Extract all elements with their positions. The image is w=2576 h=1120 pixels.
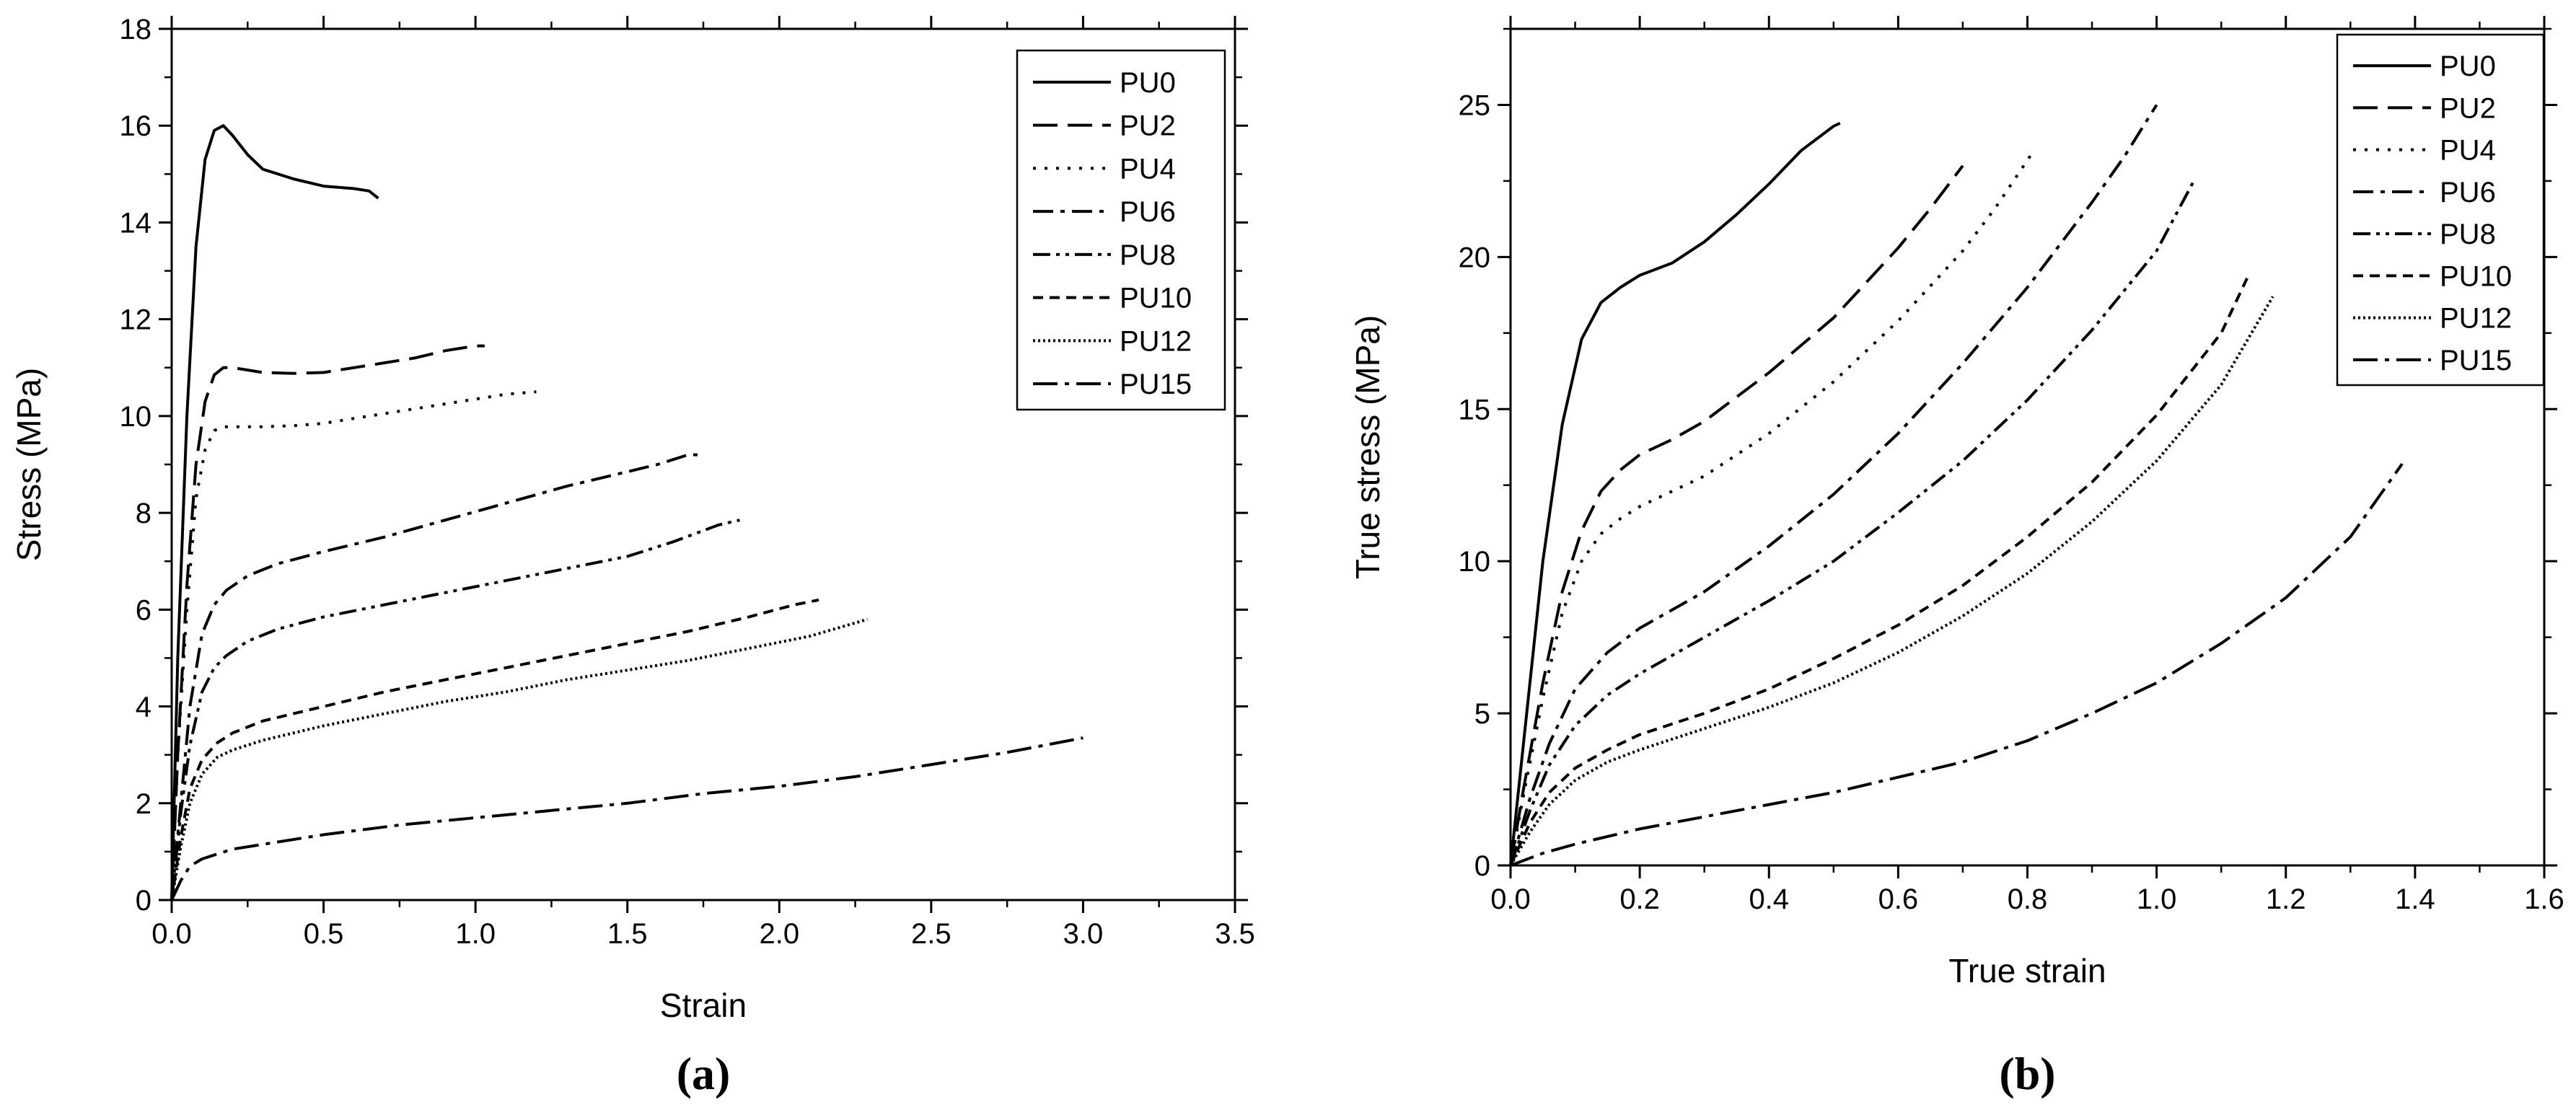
chart-b-x-axis-label: True strain	[1948, 952, 2106, 989]
chart-a-legend-label-pu4: PU4	[1120, 153, 1176, 185]
chart-a-series-pu8	[170, 519, 740, 901]
chart-a: 0.0 0.5 1.0 1.5 2.0 2.5 3.0 3.5 0 2 4 6 8 10 12 14 16 18 S…	[10, 14, 1255, 1099]
chart-b-xtick-label: 0.2	[1619, 883, 1660, 915]
chart-b-xtick-label: 0.6	[1878, 883, 1919, 915]
chart-a-xtick-label: 1.0	[455, 918, 496, 950]
chart-a-ytick-label: 12	[120, 304, 152, 336]
chart-b-legend-label-pu8: PU8	[2440, 219, 2496, 250]
chart-b-ytick-label: 5	[1474, 698, 1490, 730]
chart-b-legend-label-pu15: PU15	[2440, 345, 2512, 376]
chart-a-xtick-label: 0.5	[304, 918, 344, 950]
chart-b-ytick-label: 20	[1459, 242, 1491, 273]
chart-a-x-axis-label: Strain	[660, 987, 747, 1024]
chart-b-ytick-label: 15	[1459, 394, 1491, 425]
chart-a-series-pu0	[170, 124, 379, 901]
chart-b-xtick-label: 0.8	[2008, 883, 2048, 915]
chart-b-series-pu2	[1509, 164, 1964, 866]
chart-a-ytick-label: 16	[120, 110, 152, 142]
chart-b-series-pu6	[1509, 104, 2158, 866]
chart-b-ytick-label: 10	[1459, 546, 1491, 578]
chart-a-legend-label-pu2: PU2	[1120, 110, 1176, 142]
chart-a-ytick-label: 10	[120, 401, 152, 433]
chart-b: 0.0 0.2 0.4 0.6 0.8 1.0 1.2 1.4 1.6 0 5 10 15 20 25 Tru…	[1349, 16, 2564, 1099]
chart-a-xtick-label: 1.5	[607, 918, 648, 950]
chart-a-y-axis-label: Stress (MPa)	[10, 368, 48, 561]
chart-a-xtick-label: 3.0	[1063, 918, 1104, 950]
chart-a-ytick-label: 14	[120, 207, 152, 239]
chart-a-legend-label-pu8: PU8	[1120, 239, 1176, 271]
chart-a-xtick-label: 2.0	[759, 918, 799, 950]
chart-b-series-pu10	[1509, 278, 2248, 866]
chart-a-ytick-label: 18	[120, 14, 152, 45]
chart-b-legend-label-pu12: PU12	[2440, 303, 2512, 335]
chart-a-ytick-label: 6	[136, 594, 151, 626]
chart-b-xtick-label: 1.4	[2395, 883, 2435, 915]
chart-b-panel-label: (b)	[1999, 1048, 2055, 1099]
chart-a-xtick-label: 2.5	[911, 918, 951, 950]
chart-a-xtick-label: 0.0	[151, 918, 192, 950]
chart-a-legend: PU0 PU2 PU4 PU6 PU8 PU10 PU12 PU15	[1016, 49, 1226, 411]
chart-a-legend-label-pu6: PU6	[1120, 196, 1176, 228]
chart-b-legend-label-pu6: PU6	[2440, 177, 2496, 208]
chart-a-ytick-label: 8	[136, 498, 151, 529]
chart-a-ytick-label: 2	[136, 788, 151, 820]
chart-b-xtick-label: 0.4	[1749, 883, 1789, 915]
chart-a-legend-label-pu10: PU10	[1120, 283, 1192, 314]
chart-b-legend-label-pu4: PU4	[2440, 135, 2496, 167]
chart-b-legend-label-pu10: PU10	[2440, 260, 2512, 292]
chart-a-series-pu10	[170, 598, 819, 901]
chart-b-legend-label-pu0: PU0	[2440, 50, 2496, 82]
chart-b-xtick-label: 1.6	[2524, 883, 2564, 915]
chart-a-series-pu4	[170, 390, 537, 901]
chart-b-series-pu0	[1509, 121, 1841, 866]
chart-a-legend-label-pu0: PU0	[1120, 67, 1176, 99]
chart-a-series-pu15	[170, 736, 1083, 901]
chart-a-series-pu12	[170, 617, 868, 901]
chart-b-series-pu15	[1510, 463, 2404, 867]
chart-b-series-pu4	[1509, 149, 2036, 866]
chart-a-ytick-label: 0	[136, 885, 151, 917]
chart-a-legend-box	[1016, 49, 1226, 411]
chart-b-xtick-label: 1.0	[2137, 883, 2177, 915]
chart-b-ytick-label: 25	[1459, 89, 1491, 121]
chart-b-series-pu12	[1509, 296, 2274, 867]
chart-b-legend: PU0 PU2 PU4 PU6 PU8 PU10 PU12 PU15	[2336, 33, 2545, 387]
chart-a-legend-label-pu15: PU15	[1120, 369, 1192, 400]
chart-b-ytick-label: 0	[1474, 850, 1490, 882]
chart-a-ytick-label: 4	[136, 692, 151, 723]
chart-a-series-pu2	[170, 344, 485, 901]
chart-b-xtick-label: 0.0	[1490, 883, 1531, 915]
chart-a-xtick-label: 3.5	[1215, 918, 1255, 950]
chart-b-xtick-label: 1.2	[2266, 883, 2306, 915]
chart-a-panel-label: (a)	[677, 1048, 731, 1099]
chart-b-series-pu8	[1509, 177, 2197, 866]
chart-a-legend-label-pu12: PU12	[1120, 325, 1192, 357]
chart-b-y-axis-label: True stress (MPa)	[1349, 315, 1386, 579]
chart-a-series-pu6	[170, 453, 703, 901]
chart-b-legend-label-pu2: PU2	[2440, 92, 2496, 124]
chart-b-legend-box	[2336, 33, 2545, 387]
